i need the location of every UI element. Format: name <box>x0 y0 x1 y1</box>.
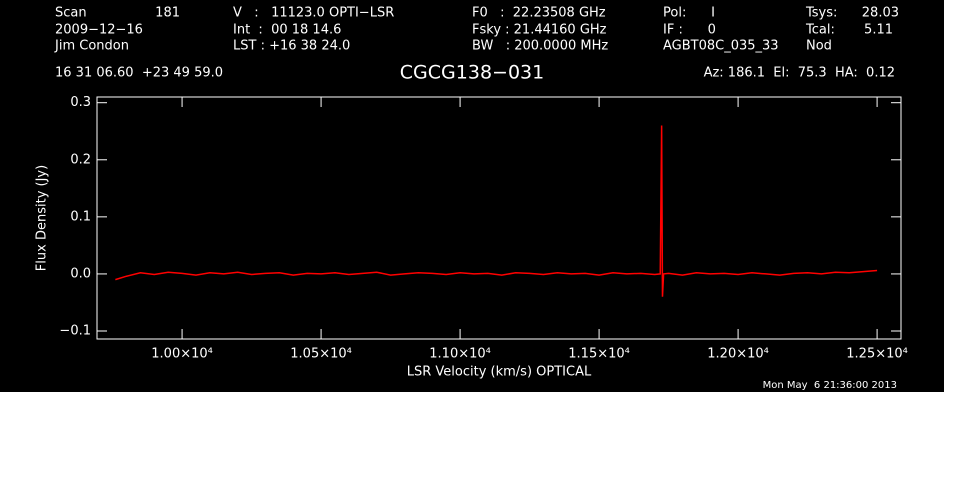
x-axis-label: LSR Velocity (km/s) OPTICAL <box>407 365 592 380</box>
x-tick-label: 1.20×10⁴ <box>707 347 769 362</box>
header-text: Nod <box>806 39 832 54</box>
header-text: BW : 200.0000 MHz <box>472 39 608 54</box>
header-text: 181 <box>155 6 180 21</box>
header-text: Int : 00 18 14.6 <box>233 23 341 38</box>
chart-title: CGCG138−031 <box>400 62 544 84</box>
header-text: 5.11 <box>864 23 893 38</box>
header-text: Scan <box>55 6 87 21</box>
header-text: Pol: I <box>663 6 715 21</box>
header-text: 28.03 <box>862 6 899 21</box>
header-text: F0 : 22.23508 GHz <box>472 6 606 21</box>
timestamp: Mon May 6 21:36:00 2013 <box>763 380 897 391</box>
background <box>0 0 944 392</box>
x-tick-label: 1.00×10⁴ <box>151 347 213 362</box>
header-text: Tcal: <box>805 23 835 38</box>
y-tick-label: −0.1 <box>59 324 91 339</box>
spectrum-line <box>115 125 878 297</box>
plot-frame <box>96 96 902 340</box>
header-text: Tsys: <box>805 6 837 21</box>
y-tick-label: 0.0 <box>70 266 91 281</box>
header-text: Jim Condon <box>54 39 129 54</box>
y-tick-label: 0.1 <box>70 209 91 224</box>
header-text: Fsky : 21.44160 GHz <box>472 23 607 38</box>
y-axis-label: Flux Density (Jy) <box>35 165 50 271</box>
x-tick-label: 1.25×10⁴ <box>846 347 908 362</box>
header-text: Az: 186.1 El: 75.3 HA: 0.12 <box>704 66 895 81</box>
x-tick-label: 1.15×10⁴ <box>568 347 630 362</box>
y-tick-label: 0.3 <box>70 95 91 110</box>
header-text: 16 31 06.60 +23 49 59.0 <box>55 66 223 81</box>
header-text: 2009−12−16 <box>55 23 143 38</box>
x-tick-label: 1.10×10⁴ <box>429 347 491 362</box>
header-text: LST : +16 38 24.0 <box>233 39 350 54</box>
header-text: IF : 0 <box>663 23 716 38</box>
header-text: AGBT08C_035_33 <box>663 39 779 54</box>
y-tick-label: 0.2 <box>70 152 91 167</box>
header-text: V : 11123.0 OPTI−LSR <box>233 6 394 21</box>
x-tick-label: 1.05×10⁴ <box>290 347 352 362</box>
